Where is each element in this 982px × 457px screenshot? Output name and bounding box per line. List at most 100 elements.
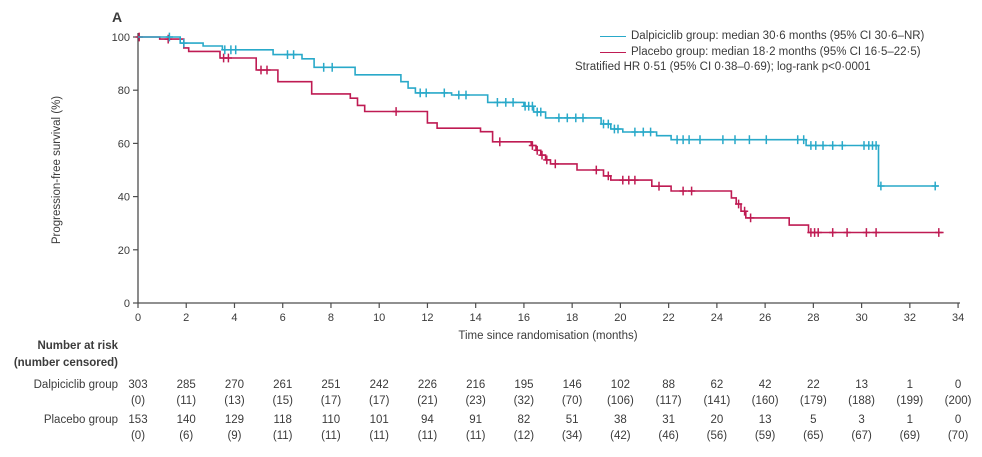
censor-mark — [221, 45, 229, 55]
censored-count: (11) — [321, 430, 341, 442]
x-tick-label: 26 — [759, 312, 771, 324]
censor-mark — [829, 228, 837, 237]
censor-mark — [604, 119, 612, 129]
censor-mark — [688, 186, 696, 196]
at-risk-count: 129 — [224, 414, 245, 426]
censor-mark — [528, 141, 536, 150]
censor-mark — [572, 113, 580, 123]
x-tick-label: 2 — [183, 312, 189, 324]
at-risk-count: 62 — [710, 379, 724, 391]
censor-mark — [838, 141, 846, 150]
censor-mark — [563, 113, 571, 123]
at-risk-count: 195 — [514, 379, 534, 391]
x-tick-label: 32 — [904, 312, 916, 324]
at-risk-count: 251 — [321, 379, 341, 391]
censored-count: (200) — [944, 395, 972, 407]
at-risk-count: 1 — [906, 414, 914, 426]
at-risk-count: 226 — [417, 379, 438, 391]
at-risk-count: 118 — [273, 414, 292, 426]
y-tick-label: 60 — [118, 138, 130, 150]
km-curves — [135, 32, 944, 237]
censor-mark — [762, 135, 770, 145]
at-risk-count: 91 — [469, 414, 483, 426]
censor-mark — [528, 101, 536, 111]
at-risk-count: 1 — [906, 379, 914, 391]
at-risk-count: 242 — [369, 379, 389, 391]
censored-count: (67) — [851, 430, 872, 442]
risk-table-subtitle: (number censored) — [13, 357, 118, 369]
at-risk-count: 38 — [613, 414, 627, 426]
at-risk-count: 101 — [369, 414, 389, 426]
km-plot: 0 2 4 6 8 10 12 14 16 18 20 22 24 26 28 30 32 34020406080… — [51, 32, 964, 342]
censor-mark — [819, 141, 827, 150]
censor-mark — [493, 98, 501, 107]
censor-mark — [283, 50, 292, 59]
censor-mark — [551, 159, 559, 169]
censor-mark — [543, 155, 551, 165]
censor-mark — [679, 186, 687, 196]
x-tick-label: 18 — [566, 312, 578, 324]
censored-count: (23) — [465, 395, 486, 407]
censored-count: (59) — [754, 430, 776, 442]
censor-mark — [843, 228, 851, 237]
at-risk-count: 5 — [810, 414, 817, 426]
censored-count: (34) — [561, 430, 583, 442]
y-tick-label: 80 — [118, 85, 130, 97]
legend-note: Stratified HR 0·51 (95% CI 0·38–0·69); l… — [575, 61, 871, 73]
censored-count: (117) — [655, 395, 682, 407]
legend-entry-label: Dalpiciclib group: median 30·6 months (9… — [631, 30, 925, 42]
y-tick-label: 40 — [118, 192, 130, 204]
km-curve-dalpiciclib-group — [138, 36, 939, 187]
censor-mark — [800, 135, 808, 145]
x-tick-label: 12 — [421, 312, 433, 324]
censor-mark — [631, 175, 639, 185]
censor-mark — [232, 45, 240, 55]
censored-count: (11) — [465, 430, 486, 442]
censored-count: (9) — [227, 430, 242, 442]
censored-count: (199) — [896, 395, 924, 407]
x-tick-label: 4 — [231, 312, 237, 324]
censor-mark — [862, 228, 870, 237]
censor-mark — [263, 65, 271, 75]
censored-count: (69) — [899, 430, 921, 442]
censored-count: (141) — [703, 395, 731, 407]
censored-count: (70) — [947, 430, 969, 442]
at-risk-count: 22 — [806, 379, 820, 391]
censored-count: (11) — [272, 430, 293, 442]
censored-count: (179) — [799, 395, 827, 407]
censor-mark — [392, 107, 400, 116]
at-risk-count: 140 — [176, 414, 196, 426]
at-risk-count: 13 — [758, 414, 772, 426]
at-risk-count: 31 — [662, 414, 676, 426]
censor-mark — [328, 62, 336, 72]
censor-mark — [455, 90, 463, 100]
legend-swatch-line — [600, 51, 626, 53]
censor-mark — [931, 181, 939, 191]
censored-count: (70) — [561, 395, 583, 407]
censored-count: (6) — [179, 430, 194, 442]
at-risk-count: 13 — [855, 379, 868, 391]
censored-count: (42) — [610, 430, 631, 442]
censored-count: (11) — [417, 430, 438, 442]
x-tick-label: 8 — [328, 312, 334, 324]
x-tick-label: 16 — [518, 312, 530, 324]
censor-mark — [872, 141, 880, 150]
legend-entry: Dalpiciclib group: median 30·6 months (9… — [575, 29, 982, 45]
censored-count: (32) — [513, 395, 535, 407]
censored-count: (12) — [513, 430, 535, 442]
censor-mark — [164, 34, 172, 44]
censor-mark — [935, 228, 943, 237]
censored-count: (46) — [658, 430, 679, 442]
censor-mark — [639, 127, 647, 137]
censor-mark — [509, 98, 517, 107]
censor-mark — [745, 135, 753, 145]
panel-label: A — [112, 9, 123, 25]
x-tick-label: 6 — [280, 312, 286, 324]
censor-mark — [320, 62, 328, 72]
censor-mark — [462, 90, 470, 100]
legend-swatch-line — [600, 36, 626, 38]
at-risk-count: 94 — [421, 414, 434, 426]
axis-lines — [137, 33, 960, 304]
x-tick-label: 28 — [807, 312, 819, 324]
